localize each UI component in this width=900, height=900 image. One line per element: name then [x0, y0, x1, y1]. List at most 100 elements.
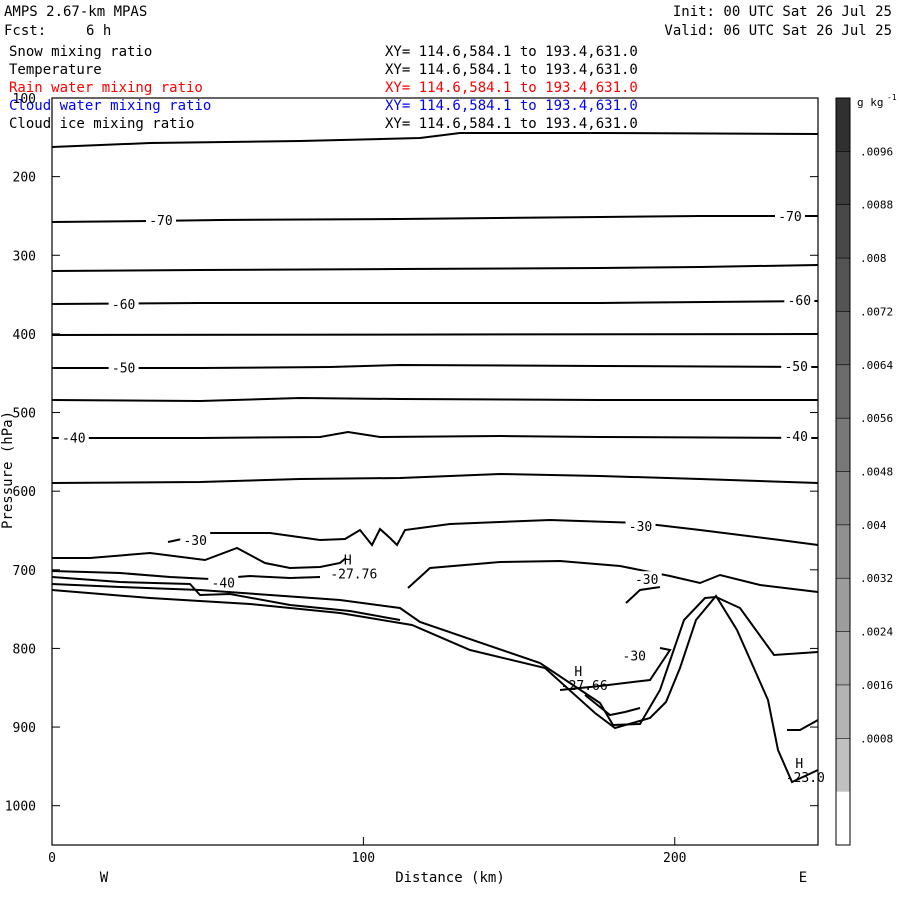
contour-label: -40 [212, 576, 235, 591]
contour-label: -30 [623, 649, 646, 664]
legend-temp-xy: XY= 114.6,584.1 to 193.4,631.0 [385, 62, 638, 78]
valid-time: Valid: 06 UTC Sat 26 Jul 25 [664, 23, 892, 39]
contour-label-bg [784, 292, 815, 308]
colorbar-swatch [836, 418, 850, 472]
contour-line [52, 363, 819, 369]
contour-label: -40 [62, 432, 85, 447]
legend-temp-name: Temperature [9, 62, 102, 78]
extremum-value: -23.0 [786, 771, 825, 786]
contour-line [584, 694, 641, 717]
contour-label: -60 [112, 298, 135, 313]
contour-label-bg [631, 571, 662, 587]
contour-label-bg [781, 428, 812, 444]
y-tick-label: 300 [13, 249, 36, 264]
colorbar-tick-label: .0032 [860, 572, 893, 585]
legend-cloudwater-name: Cloud water mixing ratio [9, 98, 212, 114]
y-tick-label: 200 [13, 171, 36, 186]
legend-cloudwater-xy: XY= 114.6,584.1 to 193.4,631.0 [385, 98, 638, 114]
colorbar-swatch [836, 738, 850, 793]
legend-snow-name: Snow mixing ratio [9, 44, 153, 60]
model-title: AMPS 2.67-km MPAS [4, 4, 148, 20]
colorbar-swatch [836, 311, 850, 366]
colorbar-tick-label: .0056 [860, 412, 893, 425]
colorbar-tick-label: .004 [860, 519, 887, 532]
x-axis: 0 100 200 [48, 837, 687, 866]
contour-line [51, 583, 819, 727]
colorbar-swatch [836, 204, 850, 259]
colorbar-tick-label: .0008 [860, 732, 893, 745]
contour-lines [51, 132, 819, 784]
contour-label: -60 [788, 294, 811, 309]
contour-label: -30 [629, 520, 652, 535]
contour-label: -70 [778, 210, 801, 225]
y-tick-label: 100 [13, 92, 36, 107]
colorbar-swatch [836, 151, 850, 206]
contour-label-bg [774, 207, 805, 223]
y-tick-label: 500 [13, 407, 36, 422]
contour-line [51, 132, 819, 148]
contour-label-bg [58, 429, 89, 445]
colorbar-swatch [836, 791, 850, 846]
contour-label-bg [108, 359, 139, 375]
y-tick-label: 400 [13, 328, 36, 343]
x-tick-label: 100 [352, 851, 375, 866]
contour-labels: -70 -70 -60 -60 -50 -50 -40 -40 -30 -30 -40 -30 -30 [58, 207, 815, 664]
colorbar-tick-label: .0072 [860, 305, 893, 318]
y-tick-label: 700 [13, 564, 36, 579]
colorbar-swatch [836, 578, 850, 633]
contour-label-bg [619, 647, 650, 663]
colorbar-swatch [836, 258, 850, 312]
contour-line [167, 518, 819, 547]
colorbar-unit: g kg [857, 96, 884, 109]
contour-label: -50 [112, 362, 135, 377]
contour-label-bg [145, 211, 176, 227]
east-label: E [799, 870, 807, 886]
colorbar-tick-label: .008 [860, 252, 887, 265]
colorbar-tick-label: .0024 [860, 626, 893, 639]
colorbar-swatch [836, 524, 850, 579]
colorbar-tick-label: .0048 [860, 466, 893, 479]
contour-label-bg [625, 517, 656, 533]
init-time: Init: 00 UTC Sat 26 Jul 25 [672, 4, 892, 20]
colorbar-swatch [836, 98, 850, 152]
contour-line [51, 333, 819, 336]
legend-cloudice-xy: XY= 114.6,584.1 to 193.4,631.0 [385, 116, 638, 132]
y-axis: 100 200 300 400 500 600 700 800 900 1000 [5, 92, 818, 815]
west-label: W [100, 870, 109, 886]
x-axis-title: Distance (km) [395, 870, 505, 886]
forecast-value: 6 h [86, 23, 112, 39]
colorbar-tick-label: .0016 [860, 679, 893, 692]
colorbar-unit-exponent: -1 [887, 93, 897, 102]
colorbar-swatch [836, 364, 850, 419]
legend-snow-xy: XY= 114.6,584.1 to 193.4,631.0 [385, 44, 638, 60]
colorbar-tick-label: .0064 [860, 359, 893, 372]
contour-line [51, 589, 819, 784]
legend-rain-xy: XY= 114.6,584.1 to 193.4,631.0 [385, 80, 638, 96]
contour-line [51, 576, 401, 621]
plot-frame [51, 97, 819, 846]
contour-line [625, 586, 661, 604]
contour-label-bg [108, 296, 139, 312]
x-tick-label: 200 [663, 851, 686, 866]
contour-line [51, 264, 819, 272]
colorbar-swatch [836, 631, 850, 686]
colorbar-swatch [836, 471, 850, 526]
y-tick-label: 1000 [5, 800, 36, 815]
colorbar-swatch [836, 684, 850, 739]
contour-line [407, 559, 819, 593]
y-axis-title: Pressure (hPa) [0, 411, 16, 529]
contour-line [787, 719, 819, 731]
forecast-label: Fcst: [4, 23, 47, 39]
x-tick-label: 0 [48, 851, 56, 866]
extremum-value: -27.66 [561, 679, 608, 694]
y-tick-label: 800 [13, 642, 36, 657]
extremum-mark: H [574, 665, 582, 680]
contour-label: -70 [149, 214, 172, 229]
contour-line [51, 396, 818, 403]
contour-label-bg [208, 574, 239, 590]
legend-rain-name: Rain water mixing ratio [9, 80, 203, 96]
contour-line [52, 430, 819, 439]
contour-label: -30 [635, 573, 658, 588]
contour-label: -30 [183, 534, 206, 549]
